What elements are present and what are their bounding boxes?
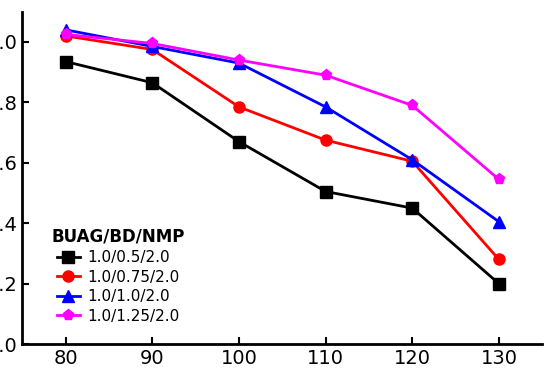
1.0/0.75/2.0 bbox=[149, 47, 156, 52]
1.0/0.5/2.0 bbox=[323, 189, 329, 194]
1.0/1.0/2.0 bbox=[149, 44, 156, 49]
1.0/1.0/2.0 bbox=[323, 104, 329, 109]
Line: 1.0/1.0/2.0: 1.0/1.0/2.0 bbox=[60, 24, 504, 227]
1.0/0.75/2.0 bbox=[323, 138, 329, 142]
1.0/0.75/2.0 bbox=[63, 34, 69, 38]
Legend: 1.0/0.5/2.0, 1.0/0.75/2.0, 1.0/1.0/2.0, 1.0/1.25/2.0: 1.0/0.5/2.0, 1.0/0.75/2.0, 1.0/1.0/2.0, … bbox=[46, 221, 191, 330]
1.0/1.0/2.0 bbox=[236, 61, 243, 65]
Line: 1.0/0.75/2.0: 1.0/0.75/2.0 bbox=[60, 30, 504, 265]
1.0/1.25/2.0 bbox=[496, 177, 503, 182]
1.0/0.5/2.0 bbox=[496, 281, 503, 286]
1.0/0.75/2.0 bbox=[236, 104, 243, 109]
1.0/0.5/2.0 bbox=[63, 59, 69, 64]
1.0/1.25/2.0 bbox=[149, 41, 156, 46]
1.0/0.5/2.0 bbox=[409, 206, 416, 210]
1.0/0.5/2.0 bbox=[149, 81, 156, 85]
1.0/1.25/2.0 bbox=[63, 32, 69, 37]
1.0/1.0/2.0 bbox=[409, 158, 416, 162]
1.0/0.75/2.0 bbox=[409, 159, 416, 163]
Line: 1.0/0.5/2.0: 1.0/0.5/2.0 bbox=[60, 56, 504, 289]
1.0/1.0/2.0 bbox=[63, 27, 69, 32]
1.0/1.25/2.0 bbox=[236, 58, 243, 63]
1.0/0.5/2.0 bbox=[236, 139, 243, 144]
1.0/1.25/2.0 bbox=[323, 73, 329, 77]
1.0/1.0/2.0 bbox=[496, 219, 503, 224]
1.0/1.25/2.0 bbox=[409, 103, 416, 108]
Line: 1.0/1.25/2.0: 1.0/1.25/2.0 bbox=[60, 29, 504, 185]
1.0/0.75/2.0 bbox=[496, 257, 503, 262]
